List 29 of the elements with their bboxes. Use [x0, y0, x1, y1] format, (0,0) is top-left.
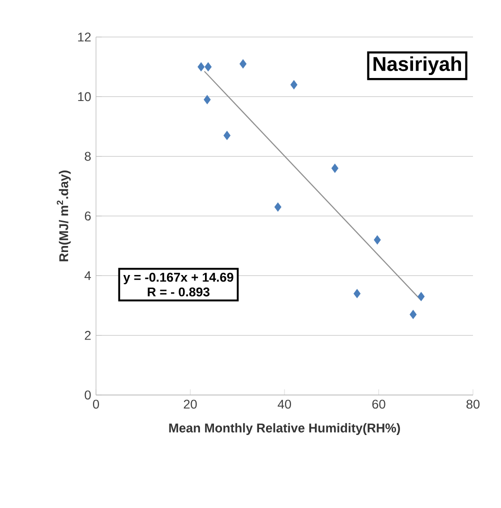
point	[410, 310, 417, 319]
y-tick-label: 4	[84, 271, 91, 280]
point	[240, 59, 246, 68]
point	[198, 62, 205, 72]
x-tick-label: 0	[92, 400, 100, 409]
y-tick-label: 10	[78, 92, 91, 102]
annotation: y = -0.167x + 14.69	[123, 272, 234, 284]
y-tick-label: 6	[84, 212, 91, 220]
x-tick-label: 20	[184, 400, 197, 409]
point	[274, 202, 282, 212]
y-axis-title: Rn(MJ/ m$^{2}$.day)	[56, 170, 71, 262]
point	[374, 235, 381, 244]
y-tick-label: 8	[84, 152, 91, 161]
y-tick-label: 2	[84, 330, 91, 340]
point	[418, 292, 425, 302]
point	[204, 95, 211, 104]
x-tick-label: 40	[278, 400, 292, 409]
x-tick-label: 80	[466, 400, 480, 409]
x-tick-label: 60	[372, 400, 386, 409]
y-tick-label: 12	[78, 32, 91, 42]
y-tick-label: 0	[84, 390, 91, 400]
point	[224, 130, 230, 140]
annotation: R = - 0.893	[148, 287, 210, 296]
x-axis-title: Mean Monthly Relative Humidity(RH%)	[169, 423, 400, 435]
point	[331, 164, 338, 173]
point	[204, 62, 212, 72]
text: Nasiriyah	[374, 56, 462, 76]
point	[290, 80, 298, 90]
point	[354, 289, 361, 298]
